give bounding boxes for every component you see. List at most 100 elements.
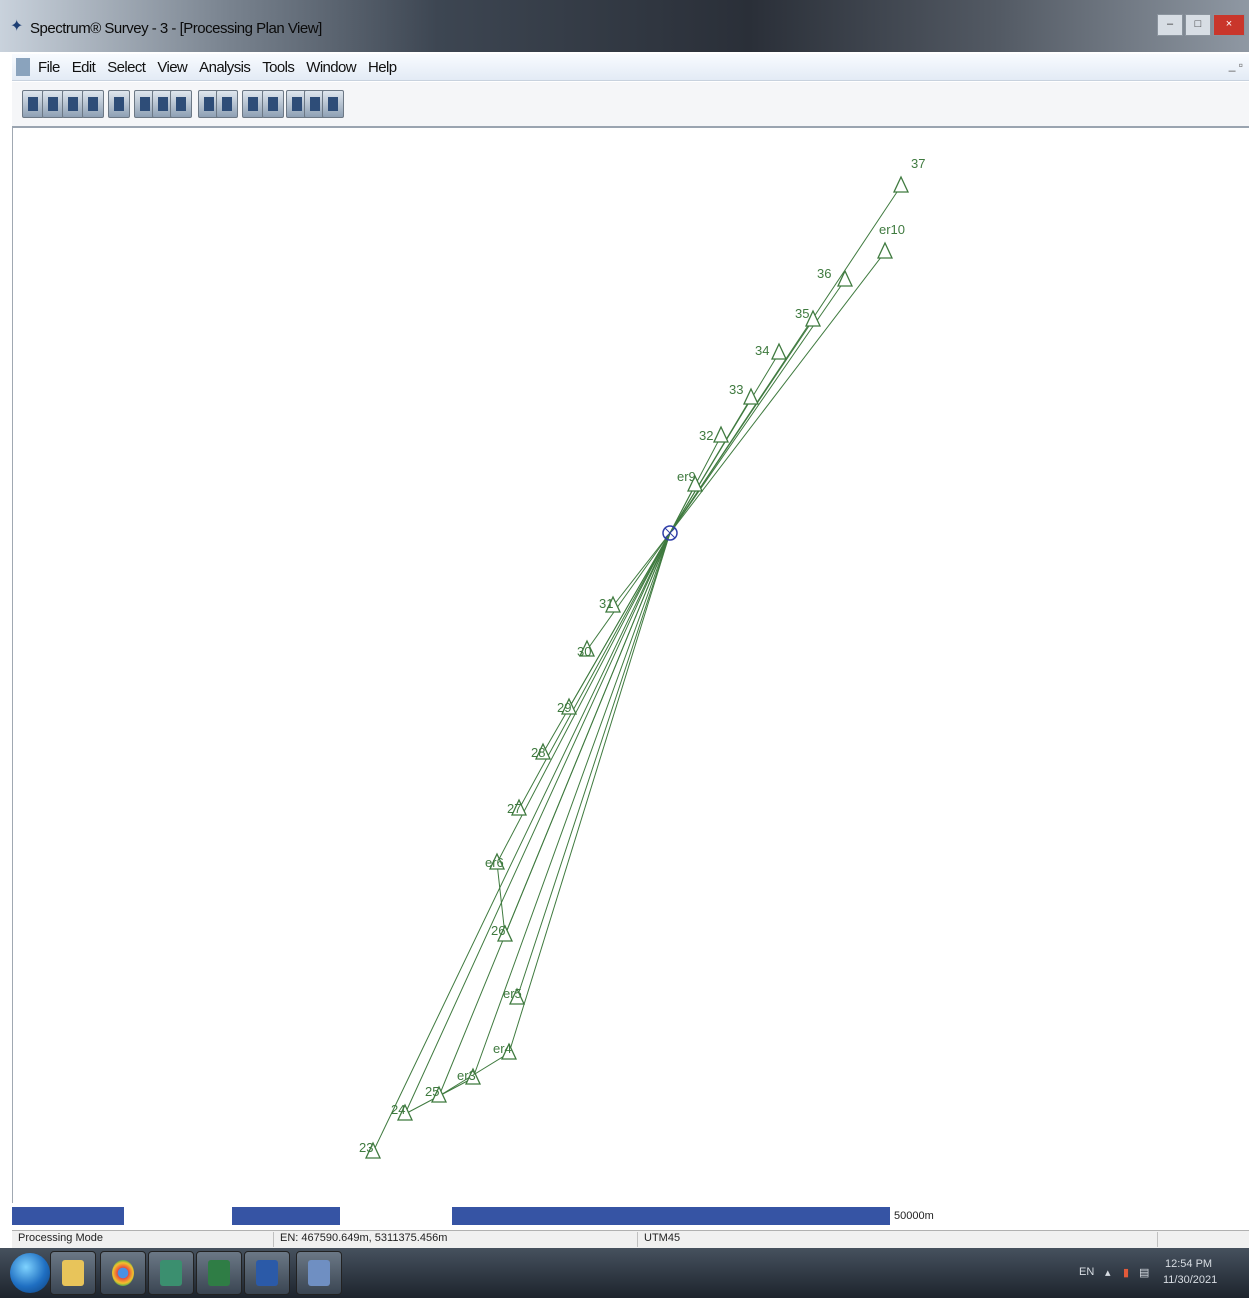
menu-view[interactable]: View [157,58,188,76]
baseline-vector[interactable] [669,279,846,534]
baseline-vector[interactable] [472,532,671,1079]
plan-view-canvas[interactable]: 37 er10 36 35 34 33 32 er9 31 30 29 28 27 er6 26 er5 er4… [12,128,1249,1203]
status-mode: Processing Mode [12,1232,274,1247]
status-projection: UTM45 [638,1232,1158,1247]
spectrum-survey-icon[interactable] [296,1251,342,1295]
file-explorer-icon[interactable] [50,1251,96,1295]
survey-point-marker[interactable] [742,387,760,405]
menu-select[interactable]: Select [107,58,146,76]
spectrum-icon[interactable] [148,1251,194,1295]
baseline-vector[interactable] [669,251,886,534]
new-icon[interactable] [22,90,44,118]
globe-icon[interactable] [322,90,344,118]
baseline-vector[interactable] [612,532,671,607]
show-hidden-icons-icon[interactable]: ▴ [1105,1267,1111,1279]
survey-point-marker[interactable] [560,697,578,715]
menu-help[interactable]: Help [368,58,397,76]
survey-point-label: er9 [677,469,696,484]
survey-point-label: 33 [729,382,743,397]
base-station-marker[interactable] [662,525,678,541]
survey-point-label: er6 [485,855,504,870]
baseline-vector[interactable] [508,532,671,1054]
toolbar [12,82,1249,128]
baseline-vector[interactable] [516,532,671,999]
minimize-button[interactable]: – [1157,14,1183,36]
menu-file[interactable]: File [38,58,60,76]
window-title: Spectrum® Survey - 3 - [Processing Plan … [30,20,322,37]
base-station-cross [664,527,676,539]
network-status-icon[interactable]: ▤ [1139,1267,1150,1279]
close-button[interactable]: × [1213,14,1245,36]
status-coordinates: EN: 467590.649m, 5311375.456m [274,1232,638,1247]
survey-point-marker[interactable] [508,987,526,1005]
survey-point-label: 32 [699,428,713,443]
survey-point-marker[interactable] [496,924,514,942]
print-icon[interactable] [108,90,130,118]
mdi-controls[interactable]: _ ▫ [1228,58,1243,72]
survey-point-marker[interactable] [364,1141,382,1159]
clock-date[interactable]: 11/30/2021 [1163,1274,1218,1286]
survey-point-marker[interactable] [712,425,730,443]
menu-window[interactable]: Window [306,58,357,76]
survey-point-marker[interactable] [534,742,552,760]
excel-icon[interactable] [196,1251,242,1295]
survey-point-label: 29 [557,700,571,715]
language-indicator[interactable]: EN [1079,1266,1095,1278]
survey-point-marker[interactable] [578,639,596,657]
word-icon[interactable] [244,1251,290,1295]
maximize-button[interactable]: □ [1185,14,1211,36]
survey-point-label: 26 [491,923,505,938]
survey-point-marker[interactable] [804,309,822,327]
baseline-vector[interactable] [404,532,671,1115]
survey-point-marker[interactable] [604,595,622,613]
survey-network-plot[interactable]: 37 er10 36 35 34 33 32 er9 31 30 29 28 27 er6 26 er5 er4… [13,128,1249,1203]
baseline-vector[interactable] [438,532,671,1097]
import-icon[interactable] [82,90,104,118]
survey-point-marker[interactable] [464,1067,482,1085]
survey-point-marker[interactable] [430,1085,448,1103]
baseline-vector[interactable] [586,532,671,651]
notification-icon[interactable]: ▮ [1123,1267,1130,1279]
survey-point-marker[interactable] [500,1042,518,1060]
menu-analysis[interactable]: Analysis [199,58,251,76]
survey-point-marker[interactable] [876,241,894,259]
system-tray: EN ▴ ▮ ▤ 12:54 PM 11/30/2021 [1079,1256,1239,1290]
adjust-icon[interactable] [242,90,264,118]
spectrum-logo-icon: ✦ [10,18,24,35]
baseline-vector[interactable] [372,532,671,1153]
clock-time[interactable]: 12:54 PM [1165,1258,1213,1270]
survey-point-marker[interactable] [396,1103,414,1121]
survey-point-marker[interactable] [686,474,704,492]
survey-point-label: er3 [457,1068,476,1083]
title-bar: ✦ Spectrum® Survey - 3 - [Processing Pla… [0,0,1249,52]
taskbar: EN ▴ ▮ ▤ 12:54 PM 11/30/2021 [0,1248,1249,1298]
survey-point-marker[interactable] [510,798,528,816]
baseline-vector[interactable] [518,532,671,810]
open-icon[interactable] [42,90,64,118]
scale-segment [452,1207,890,1225]
baseline-vector[interactable] [669,319,814,534]
survey-point-marker[interactable] [770,342,788,360]
survey-point-label: 25 [425,1084,439,1099]
survey-point-label: 30 [577,644,591,659]
adjust-plus-icon[interactable] [262,90,284,118]
baseline-vector[interactable] [669,484,696,534]
chrome-icon[interactable] [100,1251,146,1295]
baseline-vector[interactable] [669,397,752,534]
document-icon[interactable] [16,58,30,76]
menu-tools[interactable]: Tools [262,58,295,76]
scale-label: 50000m [894,1210,934,1222]
menu-bar: File Edit Select View Analysis Tools Win… [12,54,1249,81]
survey-point-marker[interactable] [892,175,910,193]
survey-point-marker[interactable] [488,852,506,870]
survey-point-label: 28 [531,745,545,760]
baseline-vector[interactable] [496,532,671,864]
baseline-vector[interactable] [496,862,506,936]
save-icon[interactable] [62,90,84,118]
menu-edit[interactable]: Edit [71,58,96,76]
grid-icon[interactable] [170,90,192,118]
baseline-vector[interactable] [542,532,671,754]
table-icon[interactable] [216,90,238,118]
windows-start-icon[interactable] [10,1253,50,1293]
survey-point-marker[interactable] [836,269,854,287]
